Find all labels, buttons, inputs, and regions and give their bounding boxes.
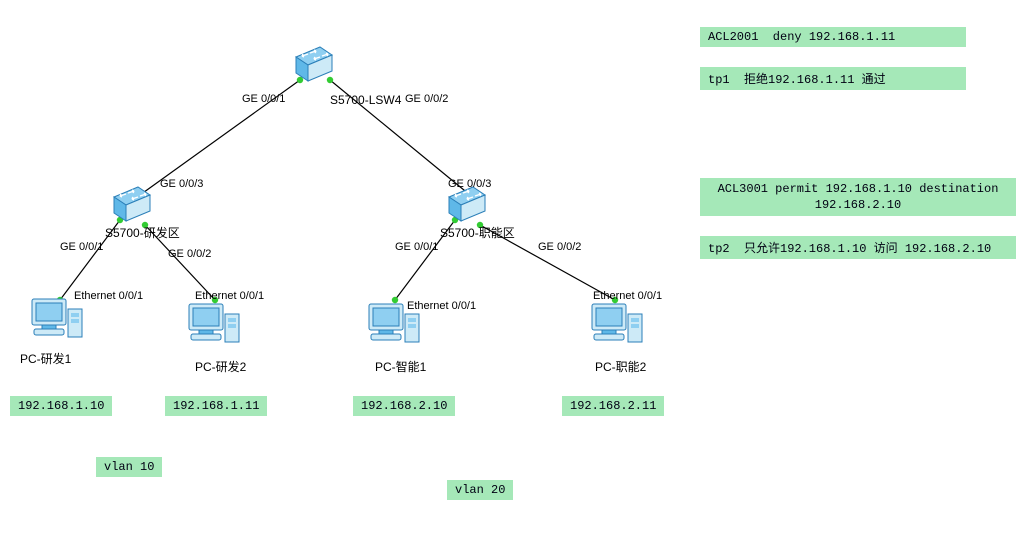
ip-pc-yf2: 192.168.1.11 bbox=[165, 396, 267, 416]
port-yanfa-g002: GE 0/0/2 bbox=[168, 248, 211, 260]
port-yanfa-g001: GE 0/0/1 bbox=[60, 241, 103, 253]
pc-yanfa1-label: PC-研发1 bbox=[20, 350, 71, 367]
switch-lsw4[interactable] bbox=[292, 45, 336, 90]
port-zhineng-g001: GE 0/0/1 bbox=[395, 241, 438, 253]
pc-zhineng2-label: PC-职能2 bbox=[595, 358, 646, 375]
port-lsw4-g001: GE 0/0/1 bbox=[242, 93, 285, 105]
port-pc-yf2-eth: Ethernet 0/0/1 bbox=[195, 290, 264, 302]
tp2-tag: tp2 只允许192.168.1.10 访问 192.168.2.10 bbox=[700, 236, 1016, 259]
vlan20-tag: vlan 20 bbox=[447, 480, 513, 500]
port-yanfa-g003: GE 0/0/3 bbox=[160, 178, 203, 190]
port-zhineng-g003: GE 0/0/3 bbox=[448, 178, 491, 190]
port-pc-zn2-eth: Ethernet 0/0/1 bbox=[593, 290, 662, 302]
vlan10-tag: vlan 10 bbox=[96, 457, 162, 477]
acl3001-tag: ACL3001 permit 192.168.1.10 destination … bbox=[700, 178, 1016, 216]
switch-zhineng-label: S5700-职能区 bbox=[440, 224, 515, 241]
port-pc-yf1-eth: Ethernet 0/0/1 bbox=[74, 290, 143, 302]
switch-lsw4-label: S5700-LSW4 bbox=[330, 93, 401, 107]
switch-yanfa-label: S5700-研发区 bbox=[105, 224, 180, 241]
pc-zhineng1-label: PC-智能1 bbox=[375, 358, 426, 375]
topology-canvas: S5700-LSW4 S5700-研发区 bbox=[0, 0, 1027, 553]
port-zhineng-g002: GE 0/0/2 bbox=[538, 241, 581, 253]
pc-yanfa2[interactable] bbox=[185, 300, 245, 360]
acl2001-tag: ACL2001 deny 192.168.1.11 bbox=[700, 27, 966, 47]
pc-yanfa2-label: PC-研发2 bbox=[195, 358, 246, 375]
ip-pc-yf1: 192.168.1.10 bbox=[10, 396, 112, 416]
port-lsw4-g002: GE 0/0/2 bbox=[405, 93, 448, 105]
ip-pc-zn1: 192.168.2.10 bbox=[353, 396, 455, 416]
port-pc-zn1-eth: Ethernet 0/0/1 bbox=[407, 300, 476, 312]
tp1-tag: tp1 拒绝192.168.1.11 通过 bbox=[700, 67, 966, 90]
pc-zhineng2[interactable] bbox=[588, 300, 648, 360]
pc-yanfa1[interactable] bbox=[28, 295, 88, 355]
ip-pc-zn2: 192.168.2.11 bbox=[562, 396, 664, 416]
